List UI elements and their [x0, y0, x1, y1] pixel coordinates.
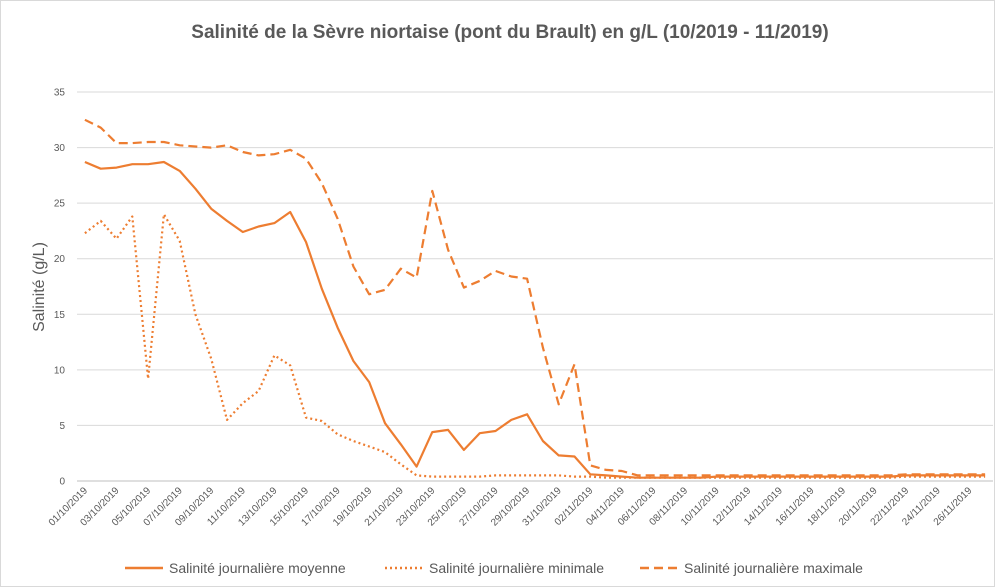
y-tick-label: 0	[59, 477, 65, 488]
y-tick-label: 15	[54, 310, 66, 321]
y-tick-label: 5	[59, 421, 65, 432]
y-tick-label: 30	[54, 143, 66, 154]
y-tick-label: 20	[54, 254, 66, 265]
series-line	[84, 118, 986, 477]
chart-title: Salinité de la Sèvre niortaise (pont du …	[191, 22, 828, 43]
y-tick-label: 25	[54, 199, 66, 210]
y-tick-label: 10	[54, 365, 66, 376]
legend-label: Salinité journalière maximale	[684, 560, 863, 576]
series-line	[84, 213, 986, 479]
y-tick-label: 35	[54, 88, 66, 99]
legend-label: Salinité journalière minimale	[429, 560, 604, 576]
legend-label: Salinité journalière moyenne	[169, 560, 346, 576]
y-axis-label: Salinité (g/L)	[31, 242, 48, 332]
